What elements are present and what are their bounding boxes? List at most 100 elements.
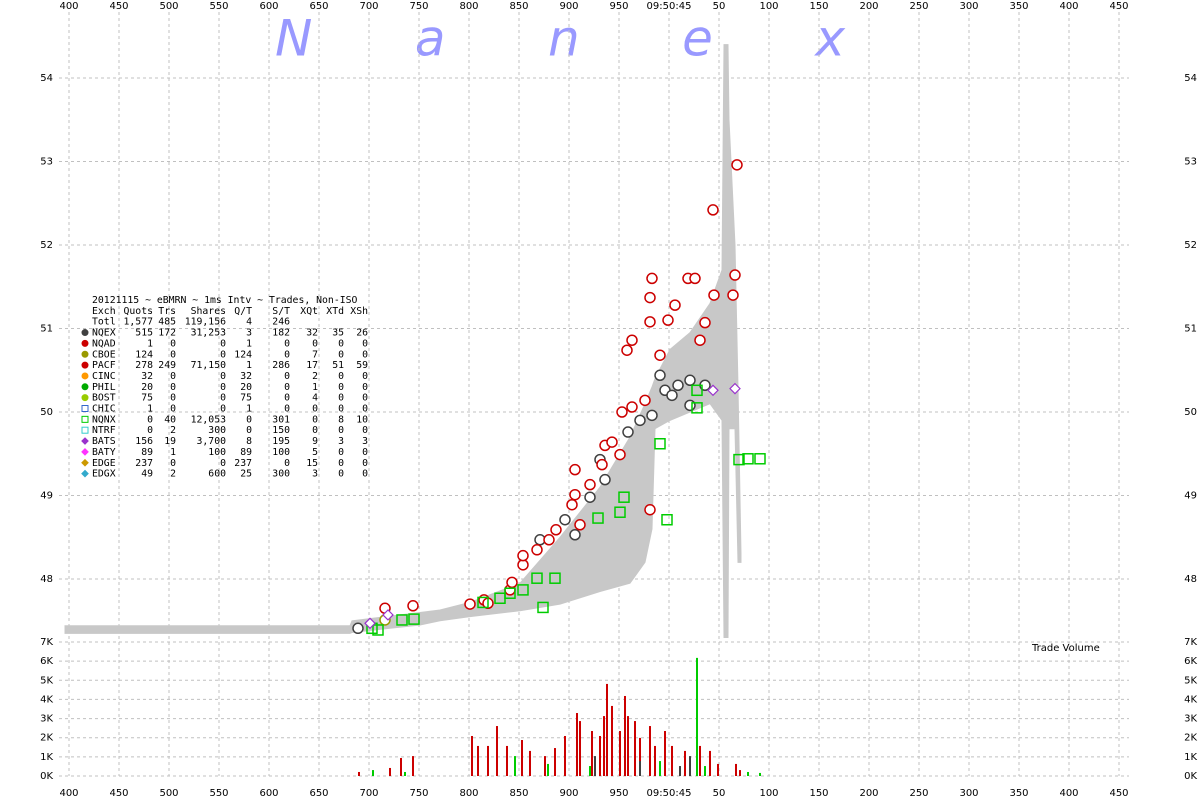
x-tick-label: 400 xyxy=(59,1,78,12)
point xyxy=(584,478,596,491)
stats-value: 0 xyxy=(338,469,344,480)
point xyxy=(654,369,666,382)
volume-bar xyxy=(506,745,508,776)
stats-value: 0 xyxy=(338,447,344,458)
point xyxy=(596,458,608,471)
stats-value: 32 xyxy=(141,371,153,382)
point xyxy=(584,491,596,503)
stats-value: 9 xyxy=(312,436,318,447)
point xyxy=(707,204,719,216)
stats-header: Shares xyxy=(191,306,226,317)
stats-title: 20121115 ~ eBMRN ~ 1ms Intv ~ Trades, No… xyxy=(92,295,358,306)
legend-label: BOST xyxy=(92,393,116,404)
point xyxy=(569,529,581,541)
stats-value: 0 xyxy=(362,404,368,415)
point xyxy=(618,491,630,503)
point xyxy=(699,316,711,329)
point xyxy=(672,379,684,392)
stats-value: 49 xyxy=(141,469,153,480)
point xyxy=(731,159,743,171)
point xyxy=(621,344,633,356)
y-tick-label-right: 50 xyxy=(1184,407,1197,418)
point xyxy=(639,394,651,407)
y-tick-label-right: 4K xyxy=(1184,694,1197,705)
stats-value: 32 xyxy=(240,371,252,382)
y-tick-label-right: 49 xyxy=(1184,491,1197,502)
point xyxy=(626,401,638,413)
x-tick-label: 400 xyxy=(1059,788,1078,799)
x-tick-label: 600 xyxy=(259,788,278,799)
stats-value: 237 xyxy=(234,458,252,469)
x-tick-label: 250 xyxy=(909,788,928,799)
legend-label: EDGE xyxy=(92,458,116,469)
point xyxy=(646,409,658,422)
stats-value: 3 xyxy=(362,436,368,447)
volume-bar xyxy=(591,731,593,776)
x-tick-label: 650 xyxy=(309,1,328,12)
point xyxy=(372,624,384,636)
point xyxy=(662,314,674,326)
stats-value: 0 xyxy=(338,338,344,349)
point xyxy=(644,503,656,516)
stats-value: 8 xyxy=(246,436,252,447)
x-tick-label: 100 xyxy=(759,1,778,12)
y-tick-label-right: 51 xyxy=(1184,324,1197,335)
x-tick-label: 300 xyxy=(959,788,978,799)
legend-label: NQAD xyxy=(92,338,116,349)
stats-value: 75 xyxy=(240,393,252,404)
stats-value: 1 xyxy=(246,360,252,371)
volume-bar xyxy=(603,716,605,776)
volume-bar xyxy=(735,763,737,776)
y-tick-label: 5K xyxy=(40,675,53,686)
point xyxy=(537,601,549,614)
stats-value: 0 xyxy=(362,393,368,404)
legend-marker xyxy=(81,372,89,380)
legend-marker xyxy=(81,437,89,445)
legend-label: CBOE xyxy=(92,349,116,360)
volume-bar xyxy=(372,770,374,776)
stats-value: 5 xyxy=(312,447,318,458)
x-tick-label: 200 xyxy=(859,1,878,12)
stats-value: 71,150 xyxy=(191,360,226,371)
stats-total-label: Totl xyxy=(92,317,116,328)
point xyxy=(754,453,766,465)
stats-value: 3 xyxy=(246,328,252,339)
stats-value: 20 xyxy=(240,382,252,393)
point xyxy=(517,584,529,596)
stats-value: 15 xyxy=(306,458,318,469)
watermark: Nanex xyxy=(275,10,845,68)
point xyxy=(408,613,420,625)
point xyxy=(729,269,741,281)
stats-value: 0 xyxy=(338,371,344,382)
stats-value: 0 xyxy=(284,382,290,393)
stats-value: 0 xyxy=(284,338,290,349)
volume-bar xyxy=(709,750,711,776)
y-tick-label: 0K xyxy=(40,771,53,782)
stats-value: 0 xyxy=(220,382,226,393)
point xyxy=(622,426,634,438)
legend-label: CINC xyxy=(92,371,116,382)
stats-value: 0 xyxy=(147,414,153,425)
stats-value: 40 xyxy=(164,414,176,425)
legend-label: CHIC xyxy=(92,404,116,415)
legend-label: PHIL xyxy=(92,382,116,393)
legend-marker xyxy=(81,361,89,369)
x-tick-label: 850 xyxy=(509,1,528,12)
point xyxy=(729,382,741,395)
y-tick-label-right: 2K xyxy=(1184,733,1197,744)
stats-value: 278 xyxy=(135,360,153,371)
x-tick-label: 550 xyxy=(209,1,228,12)
point xyxy=(689,272,701,285)
point xyxy=(396,614,408,626)
stats-total-value: 485 xyxy=(158,317,176,328)
stats-value: 182 xyxy=(272,328,290,339)
point xyxy=(742,453,754,465)
stats-value: 2 xyxy=(170,469,176,480)
stats-value: 3,700 xyxy=(197,436,227,447)
stats-value: 0 xyxy=(362,382,368,393)
x-tick-label: 800 xyxy=(459,788,478,799)
x-tick-label: 450 xyxy=(109,788,128,799)
stats-value: 8 xyxy=(338,414,344,425)
volume-bar xyxy=(400,758,402,776)
legend-marker xyxy=(81,426,89,434)
